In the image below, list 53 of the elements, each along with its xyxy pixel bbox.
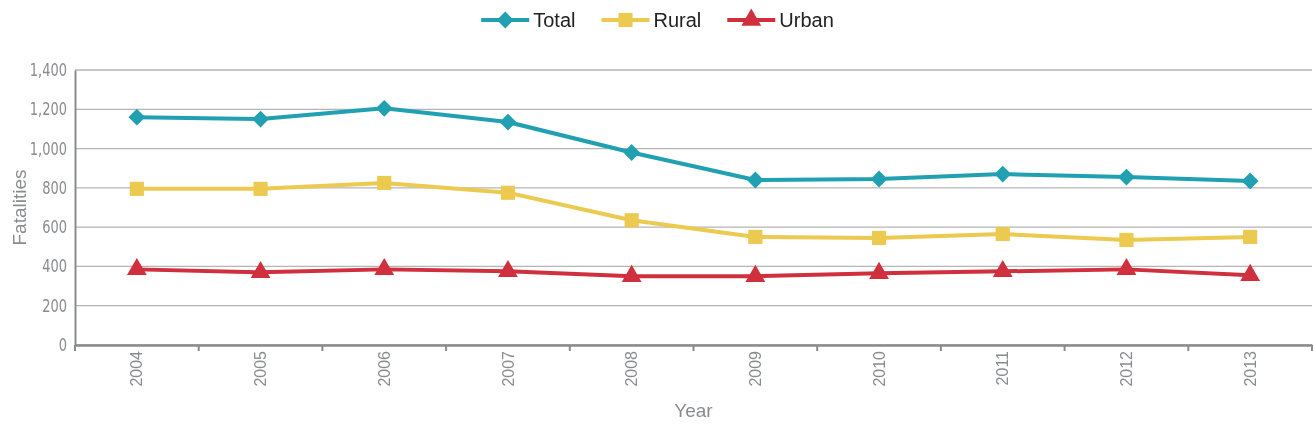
x-tick-label: 2010 [870, 350, 888, 387]
y-axis-title: Fatalities [9, 169, 30, 246]
point [498, 259, 518, 278]
legend-label: Rural [653, 9, 702, 31]
point [1240, 263, 1261, 281]
point [1241, 172, 1259, 190]
point [252, 110, 269, 128]
legend-label: Urban [779, 9, 834, 31]
point [499, 113, 517, 131]
point [992, 259, 1013, 278]
point [1119, 232, 1134, 247]
point [995, 226, 1010, 242]
y-tick-label: 0 [58, 334, 67, 356]
point [621, 264, 642, 282]
point [745, 264, 766, 282]
x-tick-label: 2008 [623, 350, 641, 387]
y-tick-label: 800 [42, 177, 67, 199]
point [126, 257, 147, 276]
x-tick-label: 2006 [375, 350, 393, 387]
point [994, 165, 1012, 183]
legend-label: Total [533, 9, 576, 31]
x-tick-label: 2007 [499, 350, 517, 387]
point [871, 230, 887, 246]
x-tick-label: 2011 [994, 350, 1012, 386]
point [374, 257, 395, 276]
y-tick-label: 200 [42, 295, 67, 316]
point [748, 229, 763, 245]
point [1116, 257, 1137, 276]
x-tick-label: 2005 [252, 350, 270, 387]
point [870, 170, 888, 188]
point [1243, 229, 1258, 245]
point [128, 108, 146, 126]
point [253, 181, 268, 196]
x-axis-title: Year [674, 400, 714, 421]
point [375, 99, 393, 117]
point [1118, 168, 1135, 186]
point [623, 144, 641, 161]
x-tick-label: 2009 [746, 350, 764, 387]
point [746, 171, 764, 189]
y-tick-label: 600 [42, 216, 67, 238]
y-tick-label: 1,400 [29, 59, 67, 81]
x-tick-label: 2012 [1118, 350, 1136, 387]
point [624, 213, 639, 228]
y-tick-label: 1,200 [29, 99, 67, 120]
point [250, 260, 271, 279]
point [377, 175, 392, 191]
x-tick-label: 2004 [128, 350, 146, 387]
point [869, 261, 889, 280]
y-tick-label: 400 [42, 256, 67, 277]
y-tick-label: 1,000 [29, 138, 67, 159]
point [500, 185, 516, 200]
x-tick-label: 2013 [1241, 350, 1259, 387]
point [129, 181, 144, 196]
